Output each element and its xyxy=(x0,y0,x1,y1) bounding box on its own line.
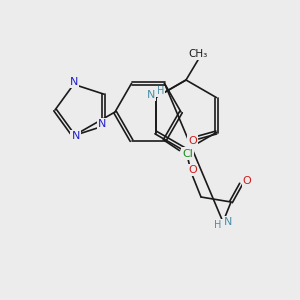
Text: O: O xyxy=(188,136,197,146)
Text: N: N xyxy=(70,77,78,87)
Text: N: N xyxy=(224,217,232,227)
Text: Cl: Cl xyxy=(182,148,193,159)
Text: O: O xyxy=(189,165,197,175)
Text: N: N xyxy=(146,89,155,100)
Text: H: H xyxy=(214,220,222,230)
Text: O: O xyxy=(243,176,251,186)
Text: N: N xyxy=(71,131,80,141)
Text: N: N xyxy=(98,119,106,129)
Text: CH₃: CH₃ xyxy=(188,49,208,59)
Text: H: H xyxy=(157,86,164,97)
